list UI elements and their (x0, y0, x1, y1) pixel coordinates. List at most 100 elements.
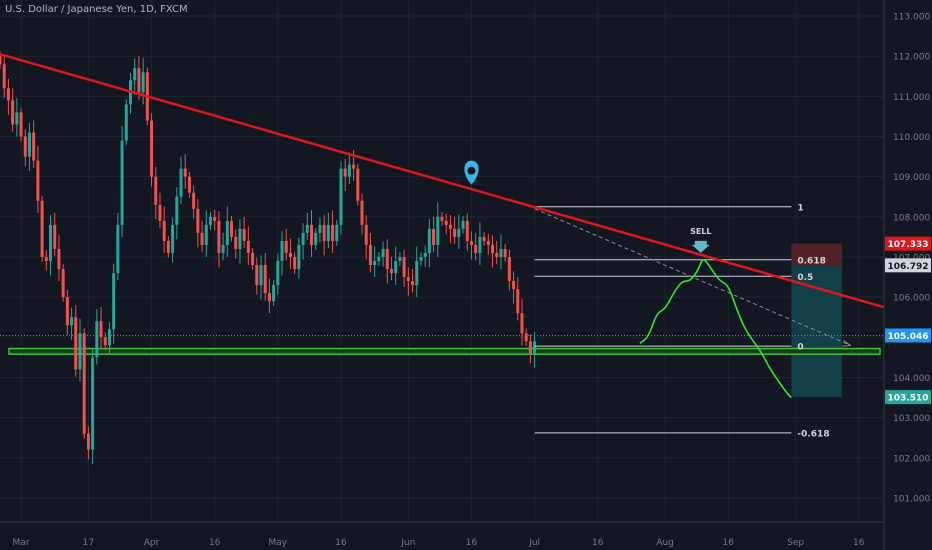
price-tick-label: 106.000 (893, 294, 930, 304)
candle-body (347, 164, 351, 177)
candle-body (318, 224, 322, 233)
price-tick-label: 101.000 (893, 494, 930, 504)
price-tick-label: 109.000 (893, 173, 930, 183)
price-label-box (885, 390, 931, 405)
time-tick-label: May (269, 538, 288, 548)
candle-body (373, 261, 377, 266)
candle-body (453, 228, 457, 237)
candle-body (516, 289, 520, 314)
candle-body (343, 168, 347, 177)
candle-body (335, 224, 339, 241)
candle-body (305, 224, 309, 233)
time-tick-label: 16 (592, 538, 604, 548)
candle-body (162, 220, 166, 241)
candle-body (427, 228, 431, 253)
candle-body (263, 265, 267, 294)
candle-body (158, 204, 162, 221)
price-tick-label: 111.000 (893, 93, 930, 103)
candle-body (533, 341, 537, 354)
chart-title: U.S. Dollar / Japanese Yen, 1D, FXCM (5, 4, 188, 15)
price-tick-label: 102.000 (893, 454, 930, 464)
candle-body (221, 244, 225, 253)
candle-body (512, 281, 516, 290)
price-label-text: 103.510 (888, 394, 929, 404)
candle-body (65, 297, 69, 326)
candle-body (457, 228, 461, 237)
time-tick-label: Sep (787, 538, 804, 548)
candle-body (49, 224, 53, 261)
candle-body (234, 236, 238, 249)
price-tick-label: 103.000 (893, 414, 930, 424)
candle-body (415, 261, 419, 286)
descending-trendline (0, 53, 885, 309)
fib-level-label: 1 (797, 203, 803, 213)
time-tick-label: 16 (335, 538, 347, 548)
candle-body (166, 240, 170, 253)
price-tick-label: 112.000 (893, 53, 930, 63)
candle-body (314, 232, 318, 245)
candle-body (116, 224, 120, 274)
drawings: 1 0.618 0.5 0 -0.618 SELL (0, 53, 885, 439)
candle-body (53, 224, 57, 249)
candle-body (183, 168, 187, 177)
candle-body (331, 224, 335, 241)
fib-level-label: 0.618 (797, 256, 825, 266)
grid (0, 0, 884, 522)
candle-body (272, 285, 276, 302)
candle-body (150, 120, 154, 177)
candle-body (486, 240, 490, 245)
candle-body (32, 132, 36, 161)
candle-body (74, 317, 78, 370)
candle-body (398, 256, 402, 261)
projected-price-path (639, 259, 793, 399)
candle-body (394, 261, 398, 274)
candle-body (6, 88, 10, 101)
candle-body (259, 265, 263, 286)
candle-body (137, 68, 141, 93)
candle-body (82, 333, 86, 434)
candle-body (503, 248, 507, 257)
candle-body (507, 256, 511, 282)
candle-body (107, 329, 111, 346)
candle-body (19, 112, 23, 137)
price-tick-label: 110.000 (893, 133, 930, 143)
candle-body (70, 317, 74, 326)
candle-body (322, 224, 326, 241)
sell-arrow-icon (691, 240, 710, 253)
candle-body (133, 68, 137, 81)
take-profit-zone (791, 265, 842, 398)
candle-body (86, 433, 90, 450)
fib-level-label: -0.618 (797, 429, 829, 439)
candle-body (310, 224, 314, 245)
candle-body (11, 100, 15, 125)
candle-body (297, 244, 301, 270)
candle-body (356, 168, 360, 201)
candle-body (141, 72, 145, 93)
candle-body (246, 240, 250, 253)
candle-body (444, 220, 448, 225)
candle-body (171, 224, 175, 253)
time-tick-label: Aug (656, 538, 674, 548)
candle-body (112, 273, 116, 330)
time-tick-label: Mar (13, 538, 30, 548)
candle-body (364, 224, 368, 245)
candle-body (61, 269, 65, 298)
candle-body (204, 224, 208, 245)
candle-body (192, 192, 196, 209)
sell-label: SELL (690, 227, 711, 236)
candle-body (44, 256, 48, 261)
time-tick-label: 16 (466, 538, 478, 548)
candle-body (23, 136, 27, 157)
support-zone (8, 347, 881, 355)
candle-body (251, 252, 255, 266)
price-label-box (885, 328, 931, 343)
fib-level-label: 0 (797, 343, 803, 353)
time-axis: Mar 17 Apr 16 May 16 Jun 16 Jul 16 Aug 16 Sep 16 (0, 521, 884, 548)
candle-body (482, 236, 486, 241)
candle-body (301, 232, 305, 245)
candle-body (423, 252, 427, 257)
candle-body (352, 164, 356, 169)
price-label-box (885, 236, 931, 251)
candle-body (284, 240, 288, 253)
